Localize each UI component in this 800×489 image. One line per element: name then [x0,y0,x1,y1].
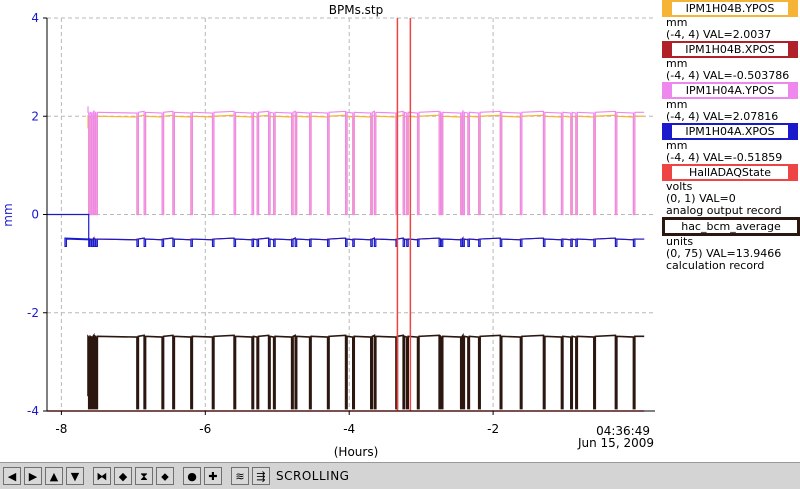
legend: IPM1H04B.YPOS mm (-4, 4) VAL=2.0037 IPM1H04… [658,0,800,272]
legend-value: (-4, 4) VAL=2.07816 [666,110,779,123]
legend-record-type: analog output record [666,204,782,217]
y-tick-label: -2 [27,306,39,320]
legend-value: (-4, 4) VAL=-0.51859 [666,151,783,164]
date-label: Jun 15, 2009 [577,436,654,450]
chart-title: BPMs.stp [329,3,383,17]
y-axis-label: mm [1,203,15,226]
series-line [47,213,645,248]
series-line [87,106,645,216]
history-button[interactable]: ≋ [231,467,249,485]
reset-button[interactable]: ● [183,467,201,485]
export-button[interactable]: ⇶ [252,467,270,485]
legend-value: (-4, 4) VAL=-0.503786 [666,69,790,82]
series-ipm1h04b-ypos [87,113,645,216]
legend-units: mm [666,139,688,152]
scroll-up-icon: ▲ [49,469,59,483]
legend-series-name: hac_bcm_average [662,217,800,236]
legend-series-name: IPM1H04A.YPOS [662,82,798,99]
axes: -4 -2 0 2 4 -8 -6 -4 -2 [27,11,655,436]
x-axis-label: (Hours) [334,445,379,459]
x-tick-label: -6 [199,422,211,436]
y-tick-label: 4 [31,11,39,25]
legend-value: (0, 75) VAL=13.9466 [666,247,782,260]
scroll-right-button[interactable]: ▶ [24,467,42,485]
scroll-right-icon: ▶ [28,469,38,483]
legend-value: (0, 1) VAL=0 [666,192,736,205]
y-tick-label: 2 [31,109,39,123]
time-label: 04:36:49 [596,424,650,438]
zoom-out-vertical-icon: ⬥ [161,469,169,483]
scroll-down-icon: ▼ [70,469,80,483]
add-button[interactable]: ✚ [204,467,222,485]
legend-units: mm [666,98,688,111]
y-tick-label: -4 [27,404,39,418]
legend-record-type: calculation record [666,259,765,272]
history-icon: ≋ [235,469,245,483]
zoom-in-horizontal-button[interactable]: ⧓ [93,467,111,485]
x-tick-label: -4 [343,422,355,436]
legend-series-name: IPM1H04B.YPOS [662,0,798,17]
legend-entry[interactable]: IPM1H04A.XPOS mm (-4, 4) VAL=-0.51859 [658,123,800,164]
zoom-in-horizontal-icon: ⧓ [96,469,108,483]
x-tick-label: -8 [55,422,67,436]
zoom-in-vertical-icon: ⧗ [140,469,148,483]
series-line [87,332,645,410]
legend-units: mm [666,16,688,29]
scroll-left-icon: ◀ [7,469,17,483]
legend-series-name: IPM1H04A.XPOS [662,123,798,140]
zoom-out-horizontal-button[interactable]: ◆ [114,467,132,485]
legend-series-name: IPM1H04B.XPOS [662,41,798,58]
legend-entry[interactable]: IPM1H04A.YPOS mm (-4, 4) VAL=2.07816 [658,82,800,123]
series-ipm1h04a-xpos [47,213,645,248]
strip-chart[interactable]: BPMs.stp -4 -2 0 2 4 -8 -6 -4 -2 mm (Hours) 04:3… [0,0,658,462]
scroll-left-button[interactable]: ◀ [3,467,21,485]
legend-entry[interactable]: IPM1H04B.YPOS mm (-4, 4) VAL=2.0037 [658,0,800,41]
legend-units: units [666,235,694,248]
reset-icon: ● [187,469,197,483]
scroll-down-button[interactable]: ▼ [66,467,84,485]
y-tick-label: 0 [31,208,39,222]
zoom-out-horizontal-icon: ◆ [118,469,128,483]
zoom-out-vertical-button[interactable]: ⬥ [156,467,174,485]
x-tick-label: -2 [487,422,499,436]
legend-value: (-4, 4) VAL=2.0037 [666,28,772,41]
legend-units: volts [666,180,693,193]
legend-entry[interactable]: HallADAQState volts (0, 1) VAL=0 analog out… [658,164,800,217]
legend-entry[interactable]: IPM1H04B.XPOS mm (-4, 4) VAL=-0.503786 [658,41,800,82]
series-line [87,113,645,216]
legend-series-name: HallADAQState [662,164,798,181]
export-icon: ⇶ [256,469,266,483]
series-ipm1h04a-ypos [87,106,645,216]
legend-units: mm [666,57,688,70]
toolbar: ◀ ▶ ▲ ▼ ⧓ ◆ ⧗ ⬥ ● ✚ ≋ ⇶ SCROLLING [0,462,800,489]
zoom-in-vertical-button[interactable]: ⧗ [135,467,153,485]
add-icon: ✚ [208,469,218,483]
series-hac-bcm-average [87,332,645,410]
legend-entry[interactable]: hac_bcm_average units (0, 75) VAL=13.9466 c… [658,217,800,272]
scroll-status: SCROLLING [276,469,350,483]
scroll-up-button[interactable]: ▲ [45,467,63,485]
